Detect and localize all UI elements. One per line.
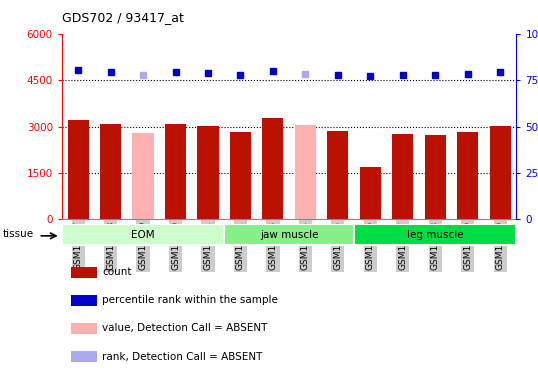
Bar (72, 295, 97, 306)
Text: leg muscle: leg muscle (407, 230, 464, 240)
Text: count: count (102, 267, 132, 277)
Bar (327, 130, 349, 219)
Bar (263, 118, 284, 219)
Bar (295, 125, 316, 219)
Bar (72, 267, 97, 278)
Bar (457, 132, 478, 219)
Bar (72, 351, 97, 362)
Bar (354, 224, 516, 245)
Text: percentile rank within the sample: percentile rank within the sample (102, 296, 278, 305)
Bar (68, 120, 89, 219)
Bar (165, 124, 186, 219)
Text: value, Detection Call = ABSENT: value, Detection Call = ABSENT (102, 324, 267, 333)
Bar (72, 323, 97, 334)
Bar (392, 134, 413, 219)
Bar (132, 133, 154, 219)
Bar (224, 224, 354, 245)
Text: rank, Detection Call = ABSENT: rank, Detection Call = ABSENT (102, 352, 263, 362)
Bar (230, 132, 251, 219)
Bar (100, 124, 121, 219)
Bar (197, 126, 218, 219)
Bar (62, 224, 224, 245)
Bar (424, 135, 446, 219)
Text: GDS702 / 93417_at: GDS702 / 93417_at (62, 11, 184, 24)
Text: tissue: tissue (3, 229, 34, 238)
Text: jaw muscle: jaw muscle (260, 230, 318, 240)
Text: EOM: EOM (131, 230, 155, 240)
Bar (360, 167, 381, 219)
Bar (490, 126, 511, 219)
